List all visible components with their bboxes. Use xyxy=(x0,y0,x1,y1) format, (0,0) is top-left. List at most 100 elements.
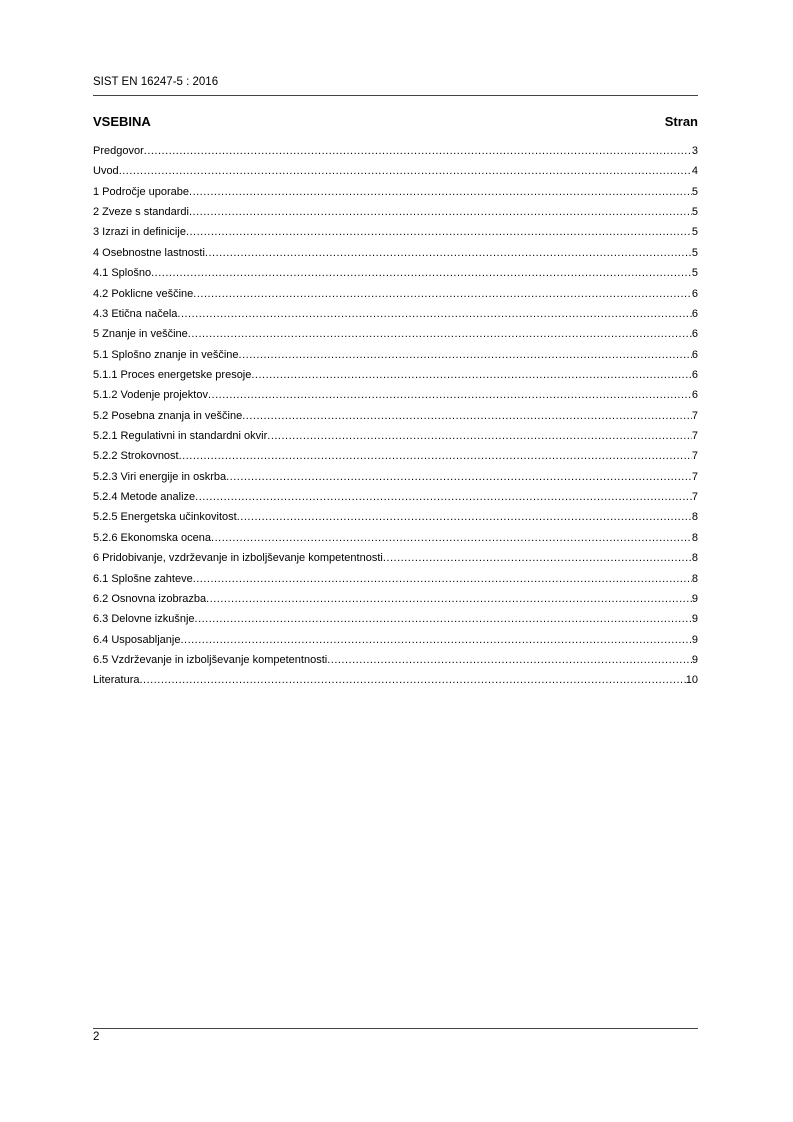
toc-entry-page: 5 xyxy=(691,226,698,239)
toc-entry[interactable]: Uvod 4 xyxy=(93,165,698,185)
toc-entry-label: 5.2.1 Regulativni in standardni okvir xyxy=(93,430,268,443)
toc-entry[interactable]: 5.1.2 Vodenje projektov 6 xyxy=(93,389,698,409)
toc-entry-label: 5.2.3 Viri energije in oskrba xyxy=(93,470,227,483)
toc-entry-label: 6 Pridobivanje, vzdrževanje in izboljšev… xyxy=(93,552,383,565)
dot-leader xyxy=(226,471,692,483)
dot-leader xyxy=(267,430,692,442)
toc-entry-page: 6 xyxy=(691,368,698,381)
toc-entry[interactable]: 3 Izrazi in definicije 5 xyxy=(93,226,698,246)
dot-leader xyxy=(119,165,692,177)
dot-leader xyxy=(205,247,692,259)
toc-entry-page: 8 xyxy=(691,572,698,585)
dot-leader xyxy=(195,491,692,503)
toc-entry-page: 6 xyxy=(691,287,698,300)
toc-entry-page: 6 xyxy=(691,348,698,361)
dot-leader xyxy=(189,186,692,198)
toc-entry-page: 8 xyxy=(691,552,698,565)
page-column-label: Stran xyxy=(664,114,698,129)
toc-entry-page: 6 xyxy=(691,307,698,320)
toc-entry[interactable]: 5.2.1 Regulativni in standardni okvir 7 xyxy=(93,430,698,450)
dot-leader xyxy=(193,288,692,300)
toc-entry[interactable]: 5.2.4 Metode analize 7 xyxy=(93,491,698,511)
toc-entry-label: 4.3 Etična načela xyxy=(93,307,178,320)
dot-leader xyxy=(327,654,692,666)
toc-entry-page: 9 xyxy=(691,653,698,666)
toc-entry-page: 8 xyxy=(691,511,698,524)
toc-entry[interactable]: Predgovor 3 xyxy=(93,145,698,165)
toc-entry-label: 6.3 Delovne izkušnje xyxy=(93,613,195,626)
toc-entry-label: 3 Izrazi in definicije xyxy=(93,226,186,239)
toc-entry[interactable]: 5.1.1 Proces energetske presoje 6 xyxy=(93,369,698,389)
toc-entry-label: 5.1 Splošno znanje in veščine xyxy=(93,348,239,361)
toc-entry-label: 6.2 Osnovna izobrazba xyxy=(93,592,207,605)
toc-entry[interactable]: 4 Osebnostne lastnosti 5 xyxy=(93,247,698,267)
toc-entry[interactable]: 4.1 Splošno 5 xyxy=(93,267,698,287)
dot-leader xyxy=(179,450,692,462)
toc-entry[interactable]: 5.2 Posebna znanja in veščine 7 xyxy=(93,410,698,430)
toc-entry-label: 5.1.1 Proces energetske presoje xyxy=(93,368,252,381)
toc-entry-label: 1 Področje uporabe xyxy=(93,185,190,198)
toc-entry-page: 5 xyxy=(691,185,698,198)
toc-title: VSEBINA xyxy=(93,114,151,129)
toc-entry[interactable]: 2 Zveze s standardi 5 xyxy=(93,206,698,226)
dot-leader xyxy=(239,349,692,361)
toc-entry-page: 7 xyxy=(691,409,698,422)
dot-leader xyxy=(206,593,692,605)
toc-entry[interactable]: 6.4 Usposabljanje 9 xyxy=(93,634,698,654)
toc-entry-page: 9 xyxy=(691,592,698,605)
dot-leader xyxy=(237,511,692,523)
toc-entry-page: 3 xyxy=(691,145,698,157)
toc-entry[interactable]: Literatura 10 xyxy=(93,674,698,694)
header-rule xyxy=(93,95,698,96)
toc-entry-label: Predgovor xyxy=(93,145,144,157)
toc-entry-page: 4 xyxy=(691,165,698,178)
toc-entry-label: 5.2.2 Strokovnost xyxy=(93,450,179,463)
toc-entry-label: 6.4 Usposabljanje xyxy=(93,633,181,646)
toc-entry-page: 6 xyxy=(691,389,698,402)
dot-leader xyxy=(144,145,692,157)
toc-entry[interactable]: 5.1 Splošno znanje in veščine 6 xyxy=(93,349,698,369)
toc-entry-label: Literatura xyxy=(93,674,140,687)
page-number: 2 xyxy=(93,1031,100,1043)
dot-leader xyxy=(383,552,692,564)
dot-leader xyxy=(151,267,692,279)
toc-entry[interactable]: 6.2 Osnovna izobrazba 9 xyxy=(93,593,698,613)
toc-entry[interactable]: 6.1 Splošne zahteve 8 xyxy=(93,573,698,593)
toc-entry-label: 2 Zveze s standardi xyxy=(93,206,189,219)
dot-leader xyxy=(189,206,692,218)
toc-entry[interactable]: 1 Področje uporabe 5 xyxy=(93,186,698,206)
toc-entry[interactable]: 5.2.6 Ekonomska ocena 8 xyxy=(93,532,698,552)
toc-entry-label: 5 Znanje in veščine xyxy=(93,328,188,341)
toc-entry[interactable]: 4.3 Etična načela 6 xyxy=(93,308,698,328)
toc-entry[interactable]: 5.2.2 Strokovnost 7 xyxy=(93,450,698,470)
toc-entry-label: 6.5 Vzdrževanje in izboljševanje kompete… xyxy=(93,653,328,666)
toc-entry[interactable]: 6.3 Delovne izkušnje 9 xyxy=(93,613,698,633)
toc-entry-label: 5.2.5 Energetska učinkovitost xyxy=(93,511,237,524)
toc-entry[interactable]: 5.2.3 Viri energije in oskrba 7 xyxy=(93,471,698,491)
toc-entry-page: 5 xyxy=(691,246,698,259)
toc-entry[interactable]: 4.2 Poklicne veščine 6 xyxy=(93,288,698,308)
toc-entry-page: 5 xyxy=(691,267,698,280)
document-id-header: SIST EN 16247-5 : 2016 xyxy=(93,76,219,88)
dot-leader xyxy=(186,226,692,238)
toc-entry-label: 5.2.4 Metode analize xyxy=(93,491,196,504)
dot-leader xyxy=(195,613,692,625)
dot-leader xyxy=(208,389,692,401)
toc-entry-label: 4.2 Poklicne veščine xyxy=(93,287,194,300)
toc-entry-label: 4 Osebnostne lastnosti xyxy=(93,246,205,259)
dot-leader xyxy=(177,308,691,320)
dot-leader xyxy=(211,532,692,544)
toc-entry[interactable]: 6 Pridobivanje, vzdrževanje in izboljšev… xyxy=(93,552,698,572)
footer-rule xyxy=(93,1028,698,1029)
toc-entry-label: 5.2.6 Ekonomska ocena xyxy=(93,531,212,544)
table-of-contents: Predgovor3Uvod41 Področje uporabe52 Zvez… xyxy=(93,145,698,695)
toc-entry-label: 4.1 Splošno xyxy=(93,267,152,280)
toc-entry[interactable]: 6.5 Vzdrževanje in izboljševanje kompete… xyxy=(93,654,698,674)
toc-entry-label: 6.1 Splošne zahteve xyxy=(93,572,193,585)
dot-leader xyxy=(193,573,692,585)
toc-entry-label: 5.1.2 Vodenje projektov xyxy=(93,389,208,402)
toc-entry-page: 7 xyxy=(691,491,698,504)
toc-entry-page: 7 xyxy=(691,470,698,483)
toc-entry[interactable]: 5.2.5 Energetska učinkovitost 8 xyxy=(93,511,698,531)
toc-entry[interactable]: 5 Znanje in veščine 6 xyxy=(93,328,698,348)
